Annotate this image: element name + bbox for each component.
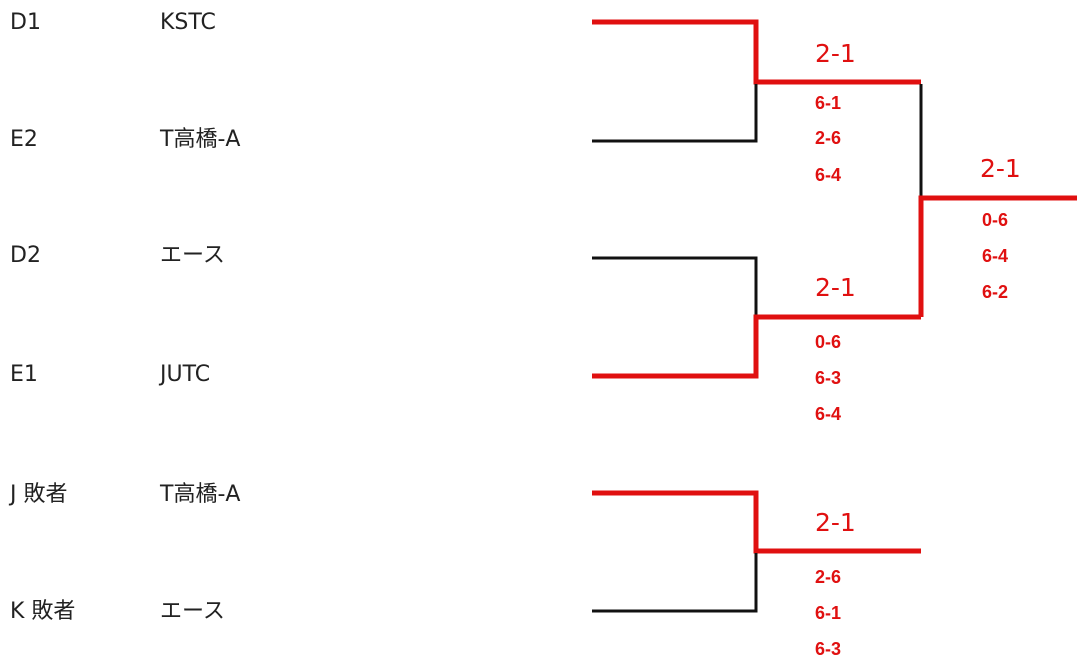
- set-score: 2-6: [815, 567, 842, 587]
- seed-label: D1: [10, 10, 41, 35]
- seed-label: E2: [10, 127, 38, 152]
- team-name: エース: [160, 243, 225, 268]
- team-name: JUTC: [160, 362, 211, 387]
- set-score: 6-1: [815, 93, 842, 113]
- team-name: T高橋-A: [160, 127, 241, 152]
- match-score: 2-1: [815, 273, 856, 302]
- set-score: 6-3: [815, 639, 842, 659]
- set-score: 2-6: [815, 128, 842, 148]
- team-name: KSTC: [160, 10, 216, 35]
- set-score: 6-4: [982, 246, 1009, 266]
- seed-label: E1: [10, 362, 38, 387]
- bracket-line-loser: [592, 256, 758, 316]
- set-score: 6-4: [815, 165, 842, 185]
- bracket-line-loser: [592, 553, 758, 613]
- team-name: T高橋-A: [160, 482, 241, 507]
- set-score: 6-2: [982, 282, 1009, 302]
- set-score: 0-6: [815, 332, 842, 352]
- match-score: 2-1: [815, 39, 856, 68]
- seed-label: J 敗者: [10, 482, 68, 507]
- set-score: 0-6: [982, 210, 1009, 230]
- match-score: 2-1: [815, 508, 856, 537]
- set-score: 6-4: [815, 404, 842, 424]
- set-score: 6-3: [815, 368, 842, 388]
- seed-label: K 敗者: [10, 599, 76, 624]
- bracket-line-winner: [592, 490, 921, 554]
- bracket-line-loser: [592, 84, 758, 143]
- set-score: 6-1: [815, 603, 842, 623]
- bracket-line-winner: [592, 314, 921, 379]
- bracket-line-winner: [918, 195, 1077, 317]
- bracket-line-winner: [592, 19, 921, 85]
- seed-label: D2: [10, 243, 41, 268]
- match-score: 2-1: [980, 154, 1021, 183]
- team-name: エース: [160, 599, 225, 624]
